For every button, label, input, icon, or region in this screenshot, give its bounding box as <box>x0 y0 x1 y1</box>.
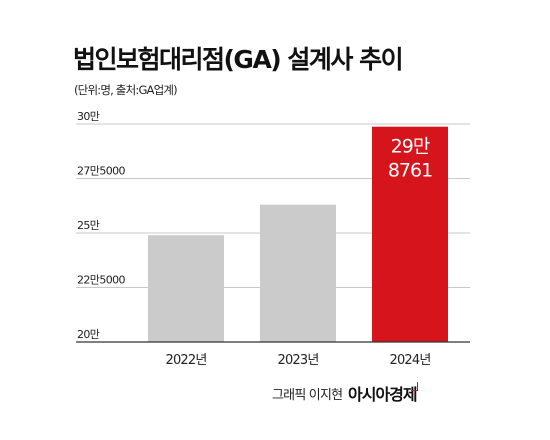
y-tick-label: 22만5000 <box>77 274 126 287</box>
chart-subtitle: (단위:명, 출처:GA업계) <box>74 83 178 97</box>
data-label: 8761 <box>388 160 432 182</box>
x-tick-label: 2022년 <box>165 353 206 368</box>
x-tick-label: 2023년 <box>277 353 318 368</box>
y-tick-label: 25만 <box>77 219 100 232</box>
bar <box>372 126 448 342</box>
bar <box>148 235 224 342</box>
chart-title: 법인보험대리점(GA) 설계사 추이 <box>73 45 404 74</box>
brand-logo-text: 아시아경제 <box>348 385 418 404</box>
bar <box>260 204 336 342</box>
graphic-credit: 그래픽 이지현 <box>272 388 343 403</box>
y-tick-label: 30만 <box>77 110 100 123</box>
brand-mark-icon <box>411 382 418 391</box>
x-tick-label: 2024년 <box>389 353 430 368</box>
y-tick-label: 20만 <box>77 328 100 341</box>
y-tick-label: 27만5000 <box>77 165 126 178</box>
data-label: 29만 <box>391 136 430 158</box>
